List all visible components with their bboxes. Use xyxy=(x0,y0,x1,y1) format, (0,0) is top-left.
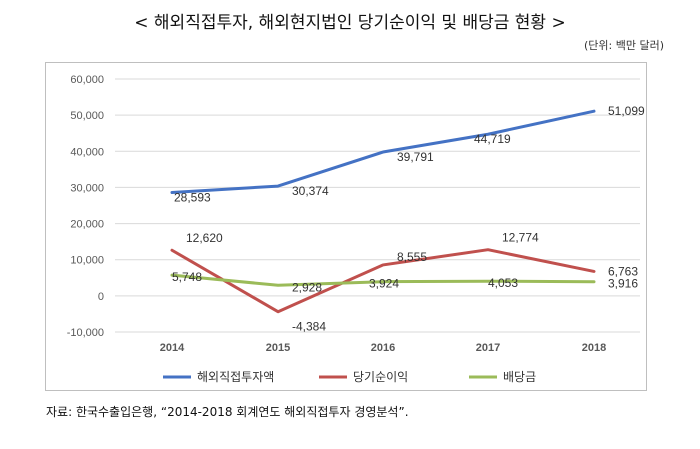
data-label: -4,384 xyxy=(292,320,326,334)
investment-line xyxy=(170,109,596,195)
y-tick-label: 20,000 xyxy=(70,219,104,231)
data-label: 2,928 xyxy=(292,280,322,294)
y-tick-label: 30,000 xyxy=(70,182,104,194)
data-label: 44,719 xyxy=(474,132,511,146)
y-tick-label: 40,000 xyxy=(70,146,104,158)
data-label: 12,774 xyxy=(502,231,539,245)
data-label: 3,924 xyxy=(369,277,399,291)
data-label: 39,791 xyxy=(397,150,434,164)
y-tick-label: -10,000 xyxy=(67,327,104,339)
data-label: 12,620 xyxy=(186,231,223,245)
x-tick-label: 2014 xyxy=(160,342,185,354)
legend-label: 해외직접투자액 xyxy=(197,370,274,384)
data-label: 28,593 xyxy=(174,191,211,205)
data-label: 8,555 xyxy=(397,250,427,264)
chart-title: < 해외직접투자, 해외현지법인 당기순이익 및 배당금 현황 > xyxy=(134,13,566,33)
net-income-line xyxy=(170,248,596,314)
dividend-line xyxy=(170,273,596,287)
data-label: 30,374 xyxy=(292,184,329,198)
unit-label: (단위: 백만 달러) xyxy=(583,39,664,52)
x-tick-label: 2018 xyxy=(582,342,606,354)
legend-label: 당기순이익 xyxy=(353,370,408,384)
y-tick-label: 50,000 xyxy=(70,110,104,122)
data-label: 3,916 xyxy=(608,277,638,291)
y-tick-label: 60,000 xyxy=(70,74,104,86)
y-tick-label: 10,000 xyxy=(70,255,104,267)
y-tick-label: 0 xyxy=(98,291,104,303)
data-label: 6,763 xyxy=(608,264,638,278)
data-label: 51,099 xyxy=(608,104,645,118)
x-tick-label: 2017 xyxy=(476,342,500,354)
source-note: 자료: 한국수출입은행, “2014-2018 회계연도 해외직접투자 경영분석… xyxy=(46,405,409,419)
chart-frame xyxy=(45,62,647,391)
x-tick-label: 2015 xyxy=(266,342,290,354)
data-label: 5,748 xyxy=(172,270,202,284)
legend-label: 배당금 xyxy=(503,370,536,384)
x-tick-label: 2016 xyxy=(371,342,395,354)
data-label: 4,053 xyxy=(488,276,518,290)
